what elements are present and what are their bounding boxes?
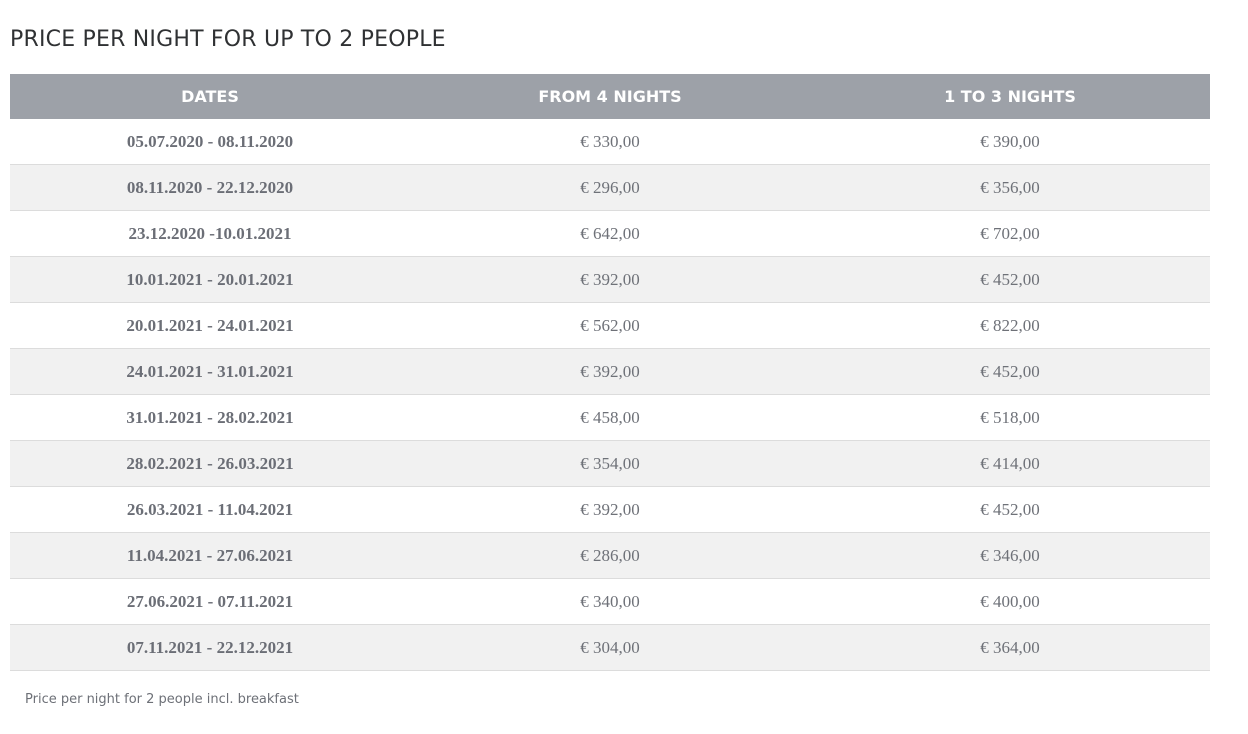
cell-dates: 27.06.2021 - 07.11.2021 <box>10 578 410 625</box>
table-row: 11.04.2021 - 27.06.2021 € 286,00 € 346,0… <box>10 532 1210 579</box>
cell-price-from-4-nights: € 340,00 <box>410 578 810 625</box>
cell-dates: 26.03.2021 - 11.04.2021 <box>10 486 410 533</box>
price-table: DATES FROM 4 NIGHTS 1 TO 3 NIGHTS 05.07.… <box>10 74 1210 671</box>
cell-price-1-to-3-nights: € 400,00 <box>810 578 1210 625</box>
table-header: DATES FROM 4 NIGHTS 1 TO 3 NIGHTS <box>10 74 1210 119</box>
cell-dates: 24.01.2021 - 31.01.2021 <box>10 348 410 395</box>
cell-price-1-to-3-nights: € 346,00 <box>810 532 1210 579</box>
cell-price-from-4-nights: € 304,00 <box>410 624 810 671</box>
cell-price-1-to-3-nights: € 702,00 <box>810 210 1210 257</box>
column-header-1-to-3-nights: 1 TO 3 NIGHTS <box>810 74 1210 119</box>
cell-price-from-4-nights: € 354,00 <box>410 440 810 487</box>
cell-price-1-to-3-nights: € 390,00 <box>810 119 1210 165</box>
cell-dates: 31.01.2021 - 28.02.2021 <box>10 394 410 441</box>
table-row: 28.02.2021 - 26.03.2021 € 354,00 € 414,0… <box>10 440 1210 487</box>
column-header-from-4-nights: FROM 4 NIGHTS <box>410 74 810 119</box>
cell-price-from-4-nights: € 286,00 <box>410 532 810 579</box>
cell-dates: 07.11.2021 - 22.12.2021 <box>10 624 410 671</box>
cell-price-1-to-3-nights: € 452,00 <box>810 348 1210 395</box>
cell-price-from-4-nights: € 642,00 <box>410 210 810 257</box>
cell-dates: 11.04.2021 - 27.06.2021 <box>10 532 410 579</box>
cell-price-from-4-nights: € 392,00 <box>410 256 810 303</box>
cell-price-1-to-3-nights: € 452,00 <box>810 256 1210 303</box>
table-row: 07.11.2021 - 22.12.2021 € 304,00 € 364,0… <box>10 624 1210 671</box>
cell-price-from-4-nights: € 392,00 <box>410 486 810 533</box>
cell-price-from-4-nights: € 562,00 <box>410 302 810 349</box>
table-header-row: DATES FROM 4 NIGHTS 1 TO 3 NIGHTS <box>10 74 1210 119</box>
cell-price-1-to-3-nights: € 414,00 <box>810 440 1210 487</box>
cell-price-from-4-nights: € 296,00 <box>410 164 810 211</box>
table-row: 08.11.2020 - 22.12.2020 € 296,00 € 356,0… <box>10 164 1210 211</box>
cell-price-1-to-3-nights: € 356,00 <box>810 164 1210 211</box>
cell-dates: 20.01.2021 - 24.01.2021 <box>10 302 410 349</box>
table-body: 05.07.2020 - 08.11.2020 € 330,00 € 390,0… <box>10 119 1210 671</box>
column-header-dates: DATES <box>10 74 410 119</box>
table-row: 10.01.2021 - 20.01.2021 € 392,00 € 452,0… <box>10 256 1210 303</box>
footnote: Price per night for 2 people incl. break… <box>25 692 299 707</box>
page-title: PRICE PER NIGHT FOR UP TO 2 PEOPLE <box>10 27 446 52</box>
cell-price-from-4-nights: € 330,00 <box>410 119 810 165</box>
cell-price-1-to-3-nights: € 518,00 <box>810 394 1210 441</box>
table-row: 26.03.2021 - 11.04.2021 € 392,00 € 452,0… <box>10 486 1210 533</box>
table-row: 23.12.2020 -10.01.2021 € 642,00 € 702,00 <box>10 210 1210 257</box>
table-row: 20.01.2021 - 24.01.2021 € 562,00 € 822,0… <box>10 302 1210 349</box>
table-row: 27.06.2021 - 07.11.2021 € 340,00 € 400,0… <box>10 578 1210 625</box>
cell-dates: 28.02.2021 - 26.03.2021 <box>10 440 410 487</box>
cell-dates: 10.01.2021 - 20.01.2021 <box>10 256 410 303</box>
cell-price-from-4-nights: € 392,00 <box>410 348 810 395</box>
table-row: 24.01.2021 - 31.01.2021 € 392,00 € 452,0… <box>10 348 1210 395</box>
cell-price-1-to-3-nights: € 822,00 <box>810 302 1210 349</box>
cell-dates: 05.07.2020 - 08.11.2020 <box>10 119 410 165</box>
cell-price-1-to-3-nights: € 364,00 <box>810 624 1210 671</box>
cell-price-from-4-nights: € 458,00 <box>410 394 810 441</box>
cell-price-1-to-3-nights: € 452,00 <box>810 486 1210 533</box>
table-row: 31.01.2021 - 28.02.2021 € 458,00 € 518,0… <box>10 394 1210 441</box>
cell-dates: 08.11.2020 - 22.12.2020 <box>10 164 410 211</box>
cell-dates: 23.12.2020 -10.01.2021 <box>10 210 410 257</box>
table-row: 05.07.2020 - 08.11.2020 € 330,00 € 390,0… <box>10 119 1210 165</box>
